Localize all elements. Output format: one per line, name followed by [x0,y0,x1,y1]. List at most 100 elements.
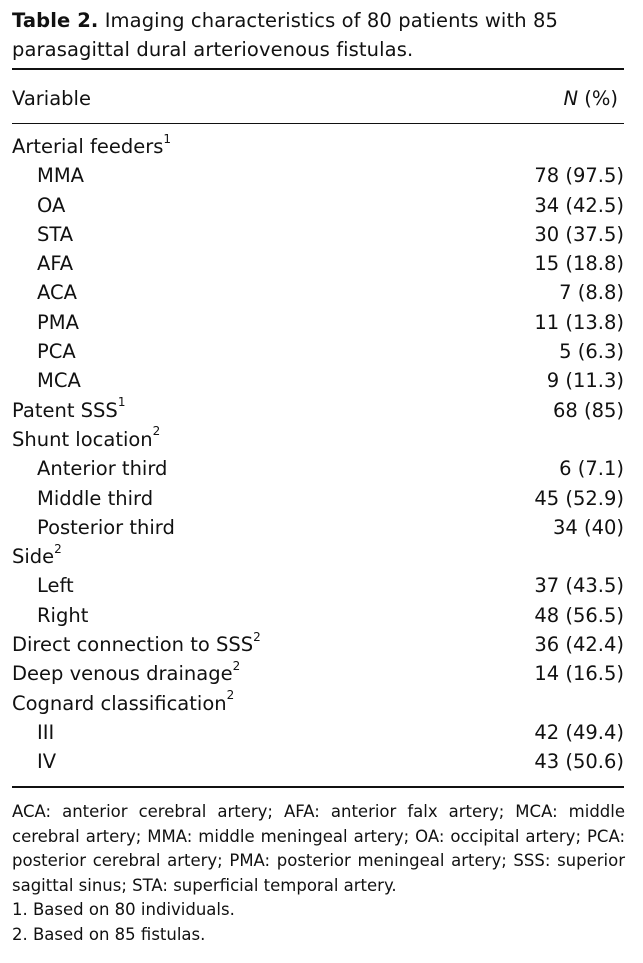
row-value: 43 (50.6) [534,750,624,774]
row-label-text: Cognard classification [12,691,227,715]
table-row: Middle third 45 (52.9) [0,484,643,513]
row-label: MMA [37,161,84,190]
row-label: PCA [37,337,76,366]
row-value: 30 (37.5) [534,222,624,246]
row-value: 48 (56.5) [534,603,624,627]
row-label-text: IV [37,750,57,774]
table-row: Posterior third 34 (40) [0,513,643,542]
row-value: 42 (49.4) [534,720,624,744]
row-label-text: Posterior third [37,515,175,539]
table-row: PCA 5 (6.3) [0,337,643,366]
abbreviations-note: ACA: anterior cerebral artery; AFA: ante… [12,802,625,895]
row-label-text: III [37,720,55,744]
footnote-2: 2. Based on 85 fistulas. [12,924,206,944]
footnote-marker: 2 [152,424,161,439]
row-value: 36 (42.4) [534,633,624,657]
row-label: STA [37,220,73,249]
row-value: 68 (85) [552,398,624,422]
table-header-rule [12,123,624,124]
row-label-text: STA [37,222,74,246]
row-label-text: Right [37,603,89,627]
footnote-marker: 1 [163,131,172,146]
table-row: MCA 9 (11.3) [0,366,643,395]
table-row: STA 30 (37.5) [0,220,643,249]
row-label: IV [37,747,56,776]
table-row: Cognard classification2 [0,689,643,718]
row-label-text: Direct connection to SSS [12,633,254,657]
footnote-1: 1. Based on 80 individuals. [12,900,235,919]
row-label: Cognard classification2 [12,689,234,718]
table-top-rule [12,68,624,70]
row-label: Direct connection to SSS2 [12,630,261,659]
footnote-marker: 2 [253,629,261,644]
row-value: 7 (8.8) [559,281,624,305]
table-row: III 42 (49.4) [0,718,643,747]
row-label: Arterial feeders1 [12,132,171,161]
row-value: 11 (13.8) [534,310,624,334]
row-label: Posterior third [37,513,175,542]
row-value: 78 (97.5) [534,164,624,188]
row-label: ACA [37,278,77,307]
table-row: Direct connection to SSS2 36 (42.4) [0,630,643,659]
row-label: Anterior third [37,454,167,483]
footnote-marker: 2 [232,658,241,673]
table-row: AFA 15 (18.8) [0,249,643,278]
row-label: MCA [37,366,81,395]
row-value: 37 (43.5) [534,574,624,598]
row-label-text: Patent SSS [12,398,118,422]
column-header-variable: Variable [12,87,91,110]
table-caption: Table 2. Imaging characteristics of 80 p… [12,6,632,64]
column-header-n-italic: N [563,87,579,110]
row-label: Side2 [12,542,62,571]
row-value: 34 (42.5) [534,193,624,217]
row-value: 5 (6.3) [559,340,624,364]
row-value: 14 (16.5) [534,662,624,686]
row-label: Patent SSS1 [12,396,125,425]
footnote-marker: 2 [54,541,62,556]
row-label-text: ACA [37,281,77,305]
table-row: Arterial feeders1 [0,132,643,161]
table-caption-label: Table 2. [12,9,99,32]
row-label: Right [37,601,88,630]
row-label-text: PCA [37,340,76,364]
table-row: Left 37 (43.5) [0,571,643,600]
row-label-text: Side [12,545,55,569]
row-label: OA [37,191,65,220]
table-row: MMA 78 (97.5) [0,161,643,190]
table-row: Right 48 (56.5) [0,601,643,630]
column-header-n-percent: (%) [578,87,618,110]
row-label: AFA [37,249,73,278]
row-label-text: Deep venous drainage [12,662,233,686]
table-row: IV 43 (50.6) [0,747,643,776]
table-bottom-rule [12,786,624,788]
row-label-text: OA [37,193,66,217]
row-label-text: MMA [37,164,84,188]
row-label-text: Middle third [37,486,154,510]
row-label-text: AFA [37,252,74,276]
table-body: Arterial feeders1 MMA 78 (97.5) OA 34 (42.5)… [0,132,643,777]
row-label: Left [37,571,74,600]
table-row: Side2 [0,542,643,571]
row-label-text: MCA [37,369,81,393]
table-row: Anterior third 6 (7.1) [0,454,643,483]
table-caption-text: Imaging characteristics of 80 patients w… [12,9,558,61]
row-label: PMA [37,308,79,337]
footnote-marker: 2 [226,688,235,703]
row-label: Middle third [37,484,153,513]
row-value: 34 (40) [552,515,624,539]
table-row: Patent SSS1 68 (85) [0,396,643,425]
row-label-text: Left [37,574,74,598]
table-row: OA 34 (42.5) [0,191,643,220]
table-row: Shunt location2 [0,425,643,454]
row-value: 6 (7.1) [559,457,624,481]
column-header-n: N (%) [563,85,618,113]
row-label: III [37,718,54,747]
table-row: PMA 11 (13.8) [0,308,643,337]
row-label-text: PMA [37,310,79,334]
row-label-text: Arterial feeders [12,135,164,158]
table-row: ACA 7 (8.8) [0,278,643,307]
row-value: 9 (11.3) [546,369,624,393]
row-label: Shunt location2 [12,425,160,454]
table-notes: ACA: anterior cerebral artery; AFA: ante… [12,800,625,947]
